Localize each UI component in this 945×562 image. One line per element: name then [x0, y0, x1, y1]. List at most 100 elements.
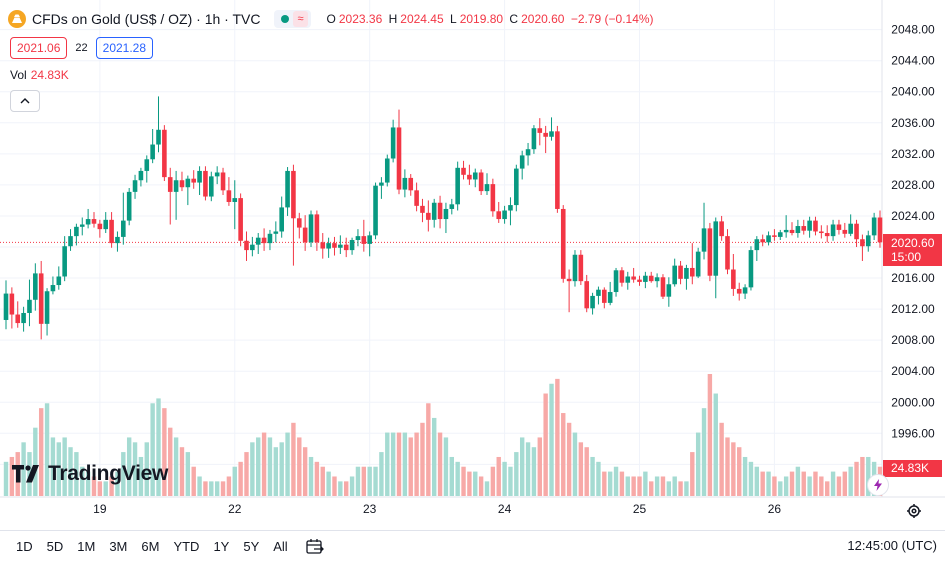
candle[interactable]: [173, 170, 179, 220]
candle[interactable]: [121, 192, 126, 245]
candle[interactable]: [707, 222, 713, 282]
candle[interactable]: [338, 235, 343, 254]
candle[interactable]: [842, 222, 848, 238]
candle[interactable]: [238, 193, 243, 247]
candle[interactable]: [138, 167, 144, 187]
candle[interactable]: [514, 164, 519, 212]
range-button-1m[interactable]: 1M: [77, 539, 96, 554]
candle[interactable]: [285, 167, 290, 216]
candle[interactable]: [420, 198, 425, 223]
candle[interactable]: [62, 236, 67, 282]
range-button-ytd[interactable]: YTD: [173, 539, 200, 554]
candle[interactable]: [467, 164, 472, 185]
candle[interactable]: [566, 269, 572, 313]
candle[interactable]: [502, 205, 507, 224]
collapse-legend-button[interactable]: [10, 90, 40, 112]
candle[interactable]: [373, 182, 378, 240]
candle[interactable]: [637, 275, 642, 286]
candle[interactable]: [109, 212, 114, 248]
candle[interactable]: [390, 119, 396, 163]
candle[interactable]: [789, 222, 795, 236]
candle[interactable]: [748, 246, 754, 291]
price-chart[interactable]: 1992.001996.002000.002004.002008.002012.…: [0, 0, 945, 530]
candle[interactable]: [291, 164, 296, 266]
candle[interactable]: [695, 247, 701, 279]
candle[interactable]: [461, 160, 466, 180]
candle[interactable]: [33, 263, 38, 311]
candle[interactable]: [836, 219, 842, 235]
candle[interactable]: [484, 173, 490, 195]
candle[interactable]: [596, 286, 601, 305]
candle[interactable]: [150, 129, 155, 164]
candle[interactable]: [684, 264, 689, 290]
candle[interactable]: [267, 229, 273, 251]
candle[interactable]: [226, 177, 232, 206]
candle[interactable]: [590, 292, 595, 315]
candle[interactable]: [643, 271, 648, 289]
candle[interactable]: [766, 231, 771, 246]
candle[interactable]: [819, 225, 824, 239]
candle[interactable]: [742, 284, 748, 300]
candle[interactable]: [414, 182, 419, 212]
candle[interactable]: [672, 258, 677, 287]
candle[interactable]: [736, 282, 742, 301]
candle[interactable]: [255, 233, 261, 254]
candle[interactable]: [584, 274, 590, 313]
candle[interactable]: [531, 125, 537, 154]
candle[interactable]: [179, 171, 185, 192]
candle[interactable]: [79, 217, 85, 236]
candle[interactable]: [361, 219, 367, 252]
candle[interactable]: [38, 260, 44, 340]
candle[interactable]: [801, 219, 807, 235]
candle[interactable]: [807, 216, 812, 238]
candle[interactable]: [666, 277, 672, 307]
symbol-title[interactable]: CFDs on Gold (US$ / OZ) · 1h · TVC: [32, 11, 261, 27]
range-button-5d[interactable]: 5D: [46, 539, 64, 554]
candle[interactable]: [572, 250, 578, 287]
candle[interactable]: [443, 202, 449, 234]
candle[interactable]: [860, 234, 865, 261]
chart-settings-button[interactable]: [905, 502, 923, 520]
candle[interactable]: [783, 215, 789, 238]
candle[interactable]: [203, 166, 208, 201]
candle[interactable]: [384, 154, 390, 187]
candle[interactable]: [689, 243, 695, 285]
candle[interactable]: [555, 125, 560, 213]
candle[interactable]: [74, 223, 79, 246]
range-button-1y[interactable]: 1Y: [213, 539, 230, 554]
candle[interactable]: [21, 306, 26, 332]
candle[interactable]: [725, 229, 730, 275]
candle[interactable]: [560, 205, 566, 283]
candle[interactable]: [519, 150, 525, 180]
candle[interactable]: [379, 177, 384, 199]
candle[interactable]: [185, 175, 191, 206]
candle[interactable]: [602, 287, 607, 309]
candle[interactable]: [731, 253, 736, 296]
candle[interactable]: [472, 168, 478, 188]
candle[interactable]: [343, 237, 349, 258]
candle[interactable]: [543, 125, 548, 154]
candle[interactable]: [296, 212, 302, 239]
candle[interactable]: [613, 267, 619, 297]
candle[interactable]: [830, 219, 836, 241]
candle[interactable]: [760, 234, 765, 247]
candle[interactable]: [214, 166, 220, 185]
candle[interactable]: [877, 210, 883, 248]
candle[interactable]: [332, 236, 337, 256]
range-button-6m[interactable]: 6M: [141, 539, 160, 554]
candle[interactable]: [9, 287, 15, 329]
candle[interactable]: [490, 178, 496, 217]
candle[interactable]: [678, 260, 683, 285]
range-button-1d[interactable]: 1D: [16, 539, 33, 554]
candle[interactable]: [402, 169, 408, 198]
candle[interactable]: [191, 170, 197, 189]
flash-button[interactable]: [867, 474, 889, 496]
candle[interactable]: [625, 271, 631, 290]
candle[interactable]: [56, 266, 62, 290]
candle[interactable]: [496, 201, 502, 223]
candle[interactable]: [631, 267, 636, 283]
candle[interactable]: [68, 229, 73, 251]
candle[interactable]: [244, 231, 249, 261]
date-range-button[interactable]: [305, 538, 325, 556]
candle[interactable]: [508, 197, 513, 226]
